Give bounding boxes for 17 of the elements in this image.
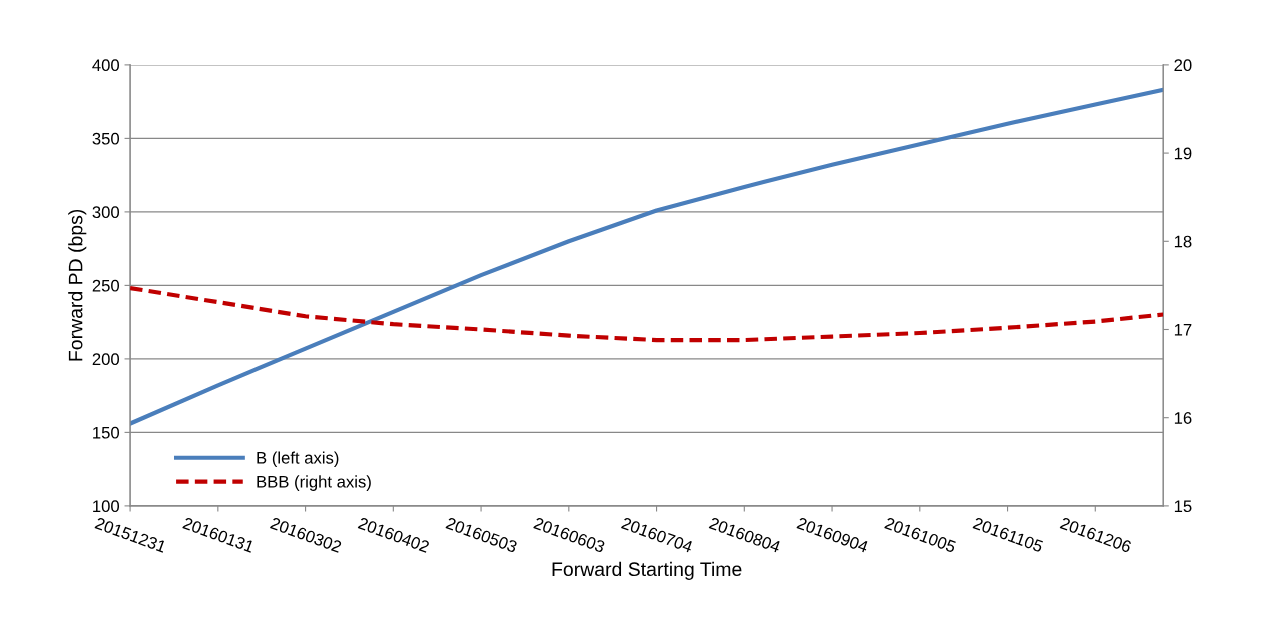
y-tick-label: 350 — [92, 132, 120, 145]
y2-tick-label: 18 — [1174, 235, 1192, 248]
x-axis-title: Forward Starting Time — [552, 561, 742, 580]
legend-label: BBB (right axis) — [257, 475, 371, 491]
y-tick-label: 200 — [92, 353, 120, 366]
y2-tick-label: 20 — [1174, 59, 1192, 72]
y-tick-label: 100 — [93, 500, 120, 513]
y-tick-label: 150 — [93, 426, 120, 439]
y2-tick-label: 16 — [1174, 412, 1192, 424]
y-tick-label: 300 — [92, 206, 120, 219]
y-tick-label: 250 — [92, 279, 120, 292]
y2-tick-label: 19 — [1174, 147, 1192, 160]
y2-tick-label: 17 — [1174, 324, 1192, 336]
y-axis-title: Forward PD (bps) — [68, 209, 87, 361]
y2-tick-label: 15 — [1174, 500, 1192, 513]
y-tick-label: 400 — [92, 59, 120, 72]
legend-label: B (left axis) — [257, 451, 339, 468]
